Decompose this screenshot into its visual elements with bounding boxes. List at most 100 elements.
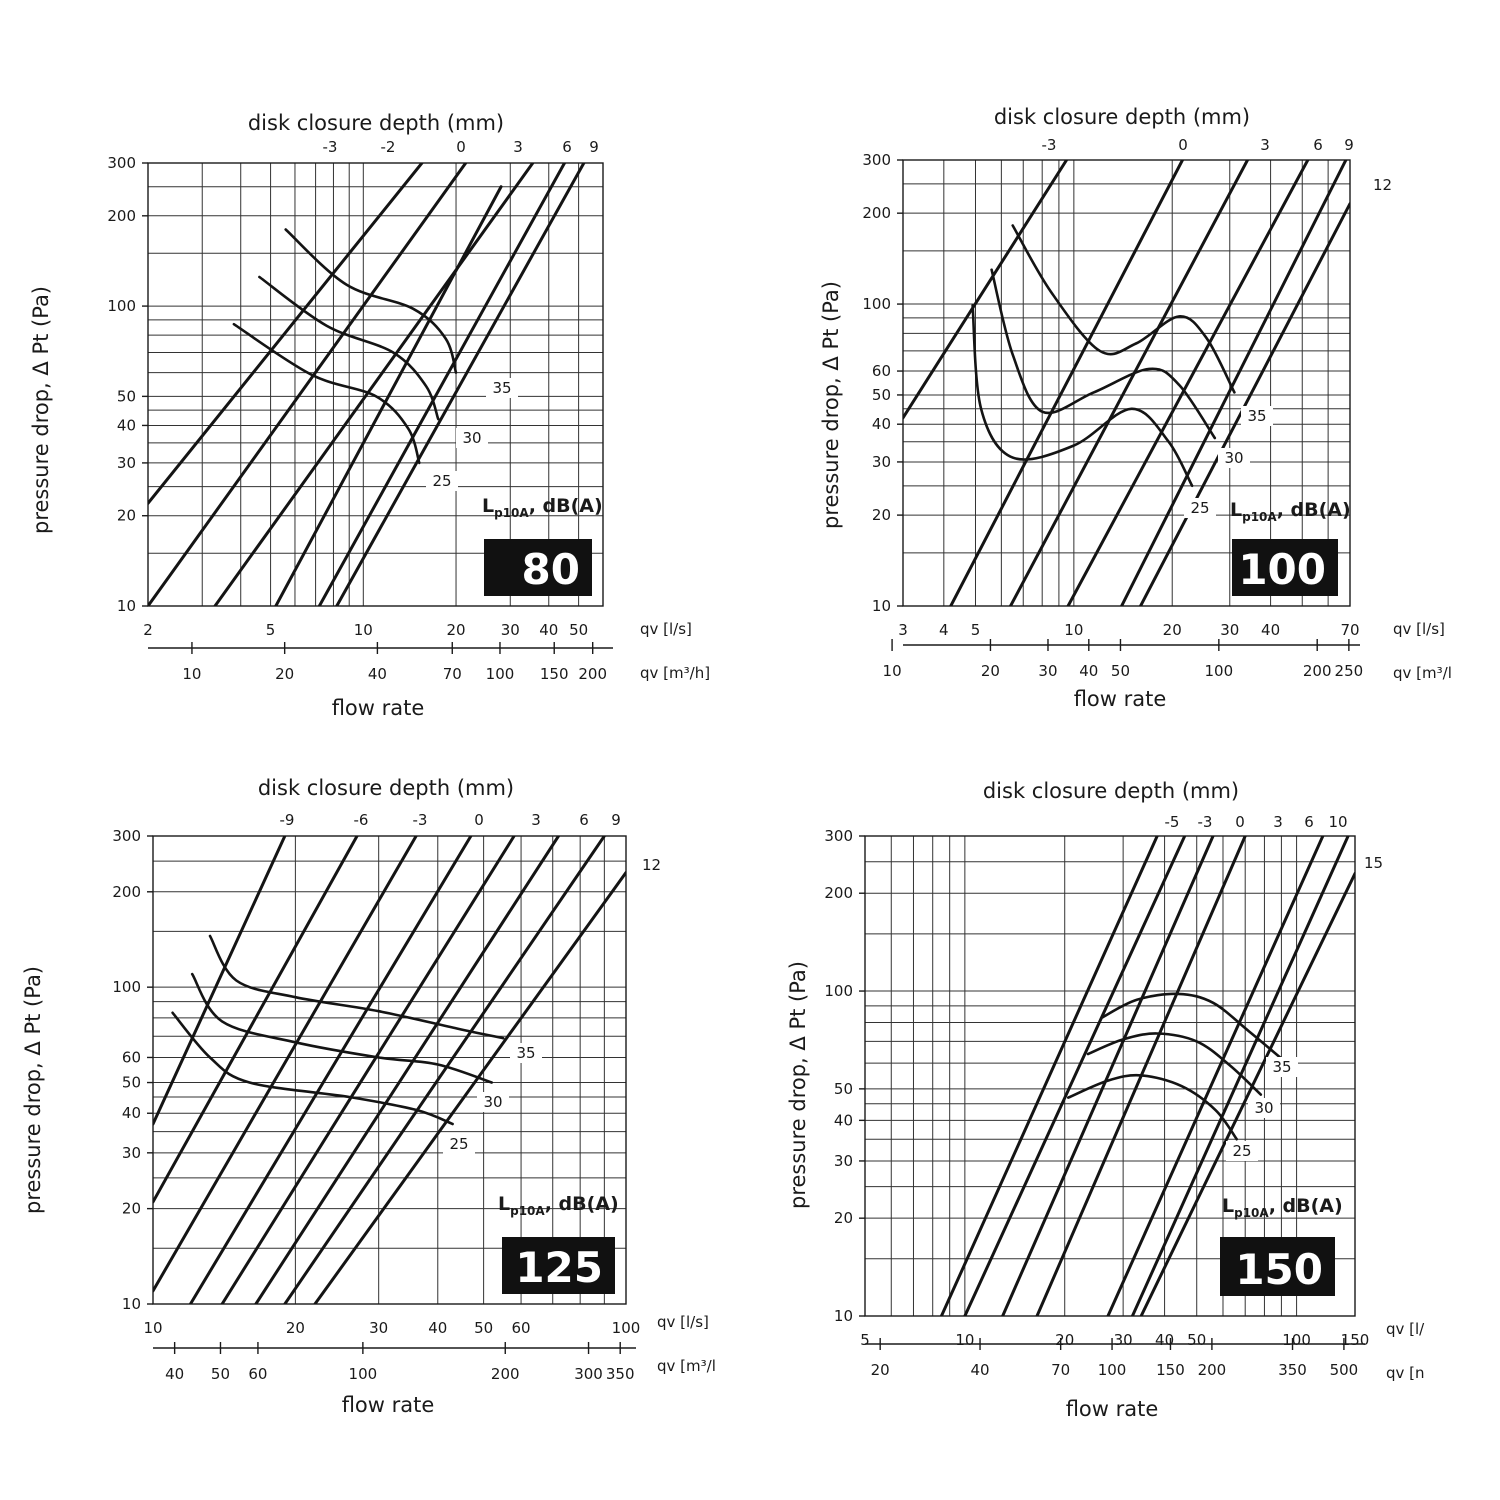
noise-level-label: 25	[449, 1135, 468, 1153]
x2-axis-unit: qv [m³/l	[657, 1357, 716, 1375]
x2-tick-label: 40	[970, 1361, 989, 1379]
x2-tick-label: 70	[1051, 1361, 1070, 1379]
x-tick-label: 4	[939, 621, 949, 639]
depth-label: 6	[1313, 136, 1323, 154]
top-axis-title: disk closure depth (mm)	[248, 111, 504, 135]
noise-curve-35	[284, 228, 458, 374]
depth-lines	[903, 160, 1350, 606]
noise-label-box	[456, 428, 488, 448]
noise-curve-30	[990, 268, 1217, 440]
y-tick-label: 20	[872, 506, 891, 524]
x2-tick-label: 300	[574, 1365, 603, 1383]
depth-line--2	[148, 163, 468, 606]
noise-level-label: 35	[1272, 1058, 1291, 1076]
depth-label: 3	[513, 138, 523, 156]
noise-level-label: 25	[1232, 1142, 1251, 1160]
y-tick-label: 50	[122, 1074, 141, 1092]
noise-label-box	[1248, 1098, 1280, 1118]
x-axis-title: flow rate	[332, 696, 425, 720]
noise-axis-label-main: L	[482, 495, 494, 517]
y-tick-label: 100	[862, 295, 891, 313]
depth-lines	[153, 836, 626, 1304]
noise-curves	[971, 224, 1236, 488]
depth-line-6	[1106, 836, 1325, 1316]
noise-curve-25	[232, 322, 421, 465]
x-axis-unit: qv [l/s]	[1393, 620, 1445, 638]
x-tick-label: 10	[143, 1319, 162, 1337]
x-tick-label: 50	[569, 621, 588, 639]
depth-label: 9	[589, 138, 599, 156]
depth-line-0	[213, 163, 535, 606]
noise-axis-label: Lp10A, dB(A)	[482, 495, 603, 520]
noise-curve-30	[1086, 1032, 1263, 1096]
noise-label-box	[1226, 1141, 1258, 1161]
depth-label: 12	[1373, 176, 1392, 194]
y-axis-title: pressure drop, Δ Pt (Pa)	[786, 961, 810, 1209]
depth-line--3	[903, 160, 1069, 420]
noise-level-label: 35	[492, 379, 511, 397]
x-tick-label: 2	[143, 621, 153, 639]
size-badge-value: 100	[1238, 545, 1326, 594]
plot-frame	[152, 835, 627, 1305]
x2-tick-label: 30	[1038, 662, 1057, 680]
noise-label-box	[443, 1134, 475, 1154]
grid	[865, 836, 1355, 1316]
noise-curve-25	[1067, 1073, 1238, 1141]
depth-line--3	[153, 836, 418, 1293]
x2-tick-label: 200	[491, 1365, 520, 1383]
noise-level-label: 25	[1190, 499, 1209, 517]
x-tick-label: 5	[266, 621, 276, 639]
depth-line-0	[188, 836, 473, 1304]
y-tick-label: 30	[834, 1152, 853, 1170]
depth-label: 9	[611, 811, 621, 829]
depth-label: 0	[1235, 813, 1245, 831]
depth-line--9	[153, 836, 287, 1126]
y-tick-label: 10	[117, 597, 136, 615]
noise-curves	[1067, 992, 1283, 1141]
x2-tick-label: 100	[486, 665, 515, 683]
x-axis-title: flow rate	[342, 1393, 435, 1417]
depth-line--3	[963, 836, 1187, 1316]
noise-axis-label-sub: p10A	[1242, 510, 1277, 524]
noise-level-label: 30	[1254, 1099, 1273, 1117]
noise-axis-label-tail: , dB(A)	[1277, 499, 1351, 521]
noise-curves	[171, 934, 505, 1126]
y-tick-label: 200	[107, 207, 136, 225]
depth-line-3	[1009, 160, 1250, 606]
plot-frame	[864, 835, 1356, 1317]
x-tick-label: 30	[1114, 1331, 1133, 1349]
noise-label-box	[1266, 1057, 1298, 1077]
plot-frame	[147, 162, 604, 607]
x-tick-label: 30	[1220, 621, 1239, 639]
x2-tick-label: 100	[1205, 662, 1234, 680]
y-tick-label: 10	[122, 1295, 141, 1313]
depth-label: 3	[1273, 813, 1283, 831]
x-tick-label: 5	[971, 621, 981, 639]
x2-axis-unit: qv [m³/h]	[640, 664, 710, 682]
y-tick-label: 40	[834, 1111, 853, 1129]
x2-tick-label: 100	[1098, 1361, 1127, 1379]
y-tick-label: 20	[834, 1209, 853, 1227]
x-tick-label: 20	[1163, 621, 1182, 639]
noise-axis-label: Lp10A, dB(A)	[1230, 499, 1351, 524]
x-tick-label: 60	[512, 1319, 531, 1337]
x-tick-label: 20	[446, 621, 465, 639]
noise-axis-label-tail: , dB(A)	[1269, 1195, 1343, 1217]
x2-tick-label: 10	[883, 662, 902, 680]
x-tick-label: 40	[1155, 1331, 1174, 1349]
x-axis-unit: qv [l/	[1386, 1320, 1425, 1338]
depth-line-0	[1001, 836, 1215, 1316]
x-tick-label: 20	[286, 1319, 305, 1337]
x-tick-label: 40	[539, 621, 558, 639]
x2-axis-unit: qv [m³/l	[1393, 664, 1452, 682]
noise-curve-35	[208, 934, 505, 1040]
y-tick-label: 300	[824, 827, 853, 845]
x-tick-label: 70	[1340, 621, 1359, 639]
x2-tick-label: 500	[1330, 1361, 1359, 1379]
x-tick-label: 100	[612, 1319, 641, 1337]
depth-line--3	[148, 163, 424, 505]
x-tick-label: 30	[369, 1319, 388, 1337]
